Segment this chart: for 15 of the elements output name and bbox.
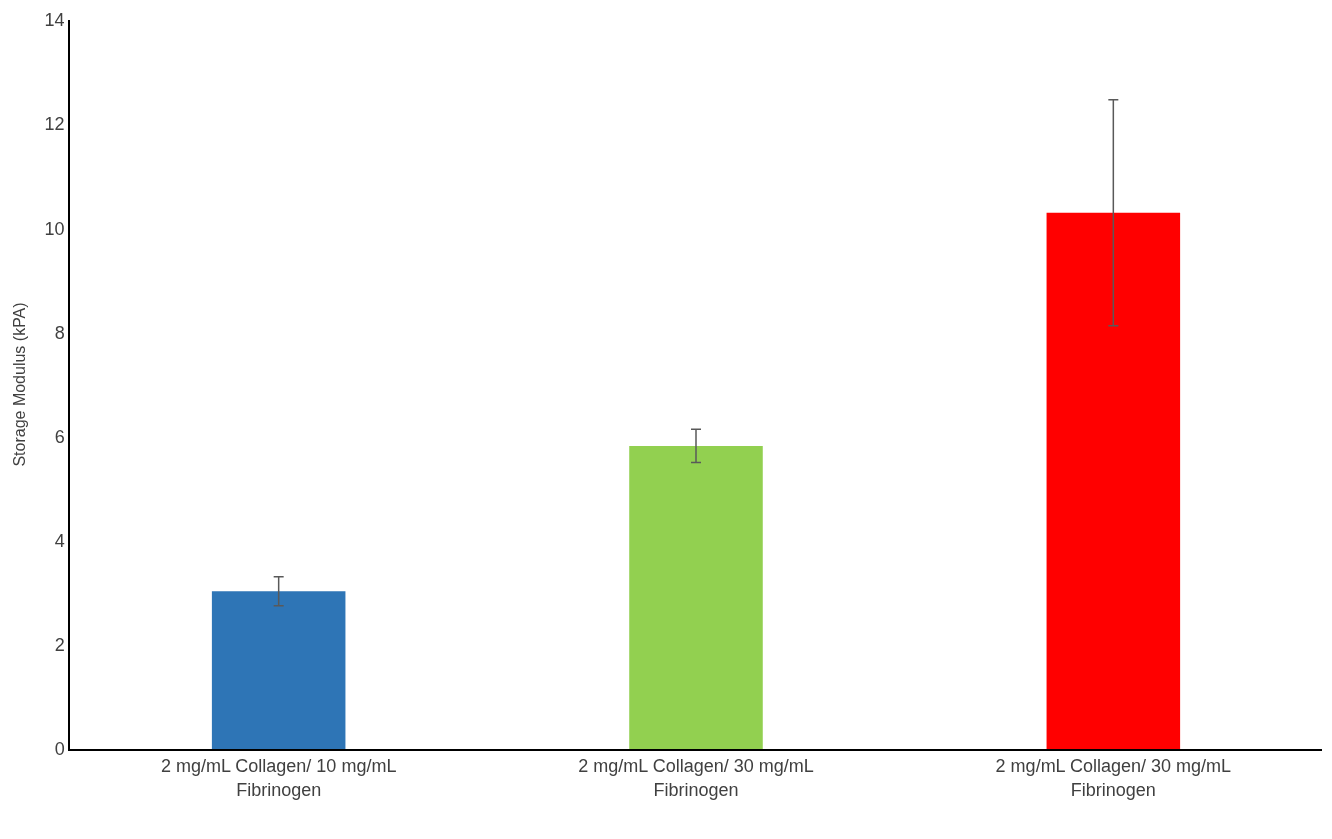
y-tick-label: 8	[54, 322, 65, 343]
x-tick-label: 2 mg/mL Collagen/ 30 mg/mL Fibrinogen	[995, 756, 1232, 800]
y-tick-label: 2	[54, 635, 65, 656]
bar	[629, 445, 763, 749]
y-tick-label: 6	[54, 426, 65, 447]
x-tick-label: 2 mg/mL Collagen/ 10 mg/mL Fibrinogen	[160, 756, 397, 800]
y-tick-label: 14	[44, 10, 65, 31]
y-tick-label: 12	[44, 114, 65, 135]
y-axis-title: Storage Modulus (kPA)	[11, 302, 29, 467]
y-tick-label: 10	[44, 218, 65, 239]
bar	[211, 591, 346, 749]
y-tick-label: 0	[54, 739, 65, 760]
bar	[1046, 212, 1181, 749]
y-tick-label: 4	[54, 531, 65, 552]
x-tick-label: 2 mg/mL Collagen/ 30 mg/mL Fibrinogen	[578, 756, 814, 800]
